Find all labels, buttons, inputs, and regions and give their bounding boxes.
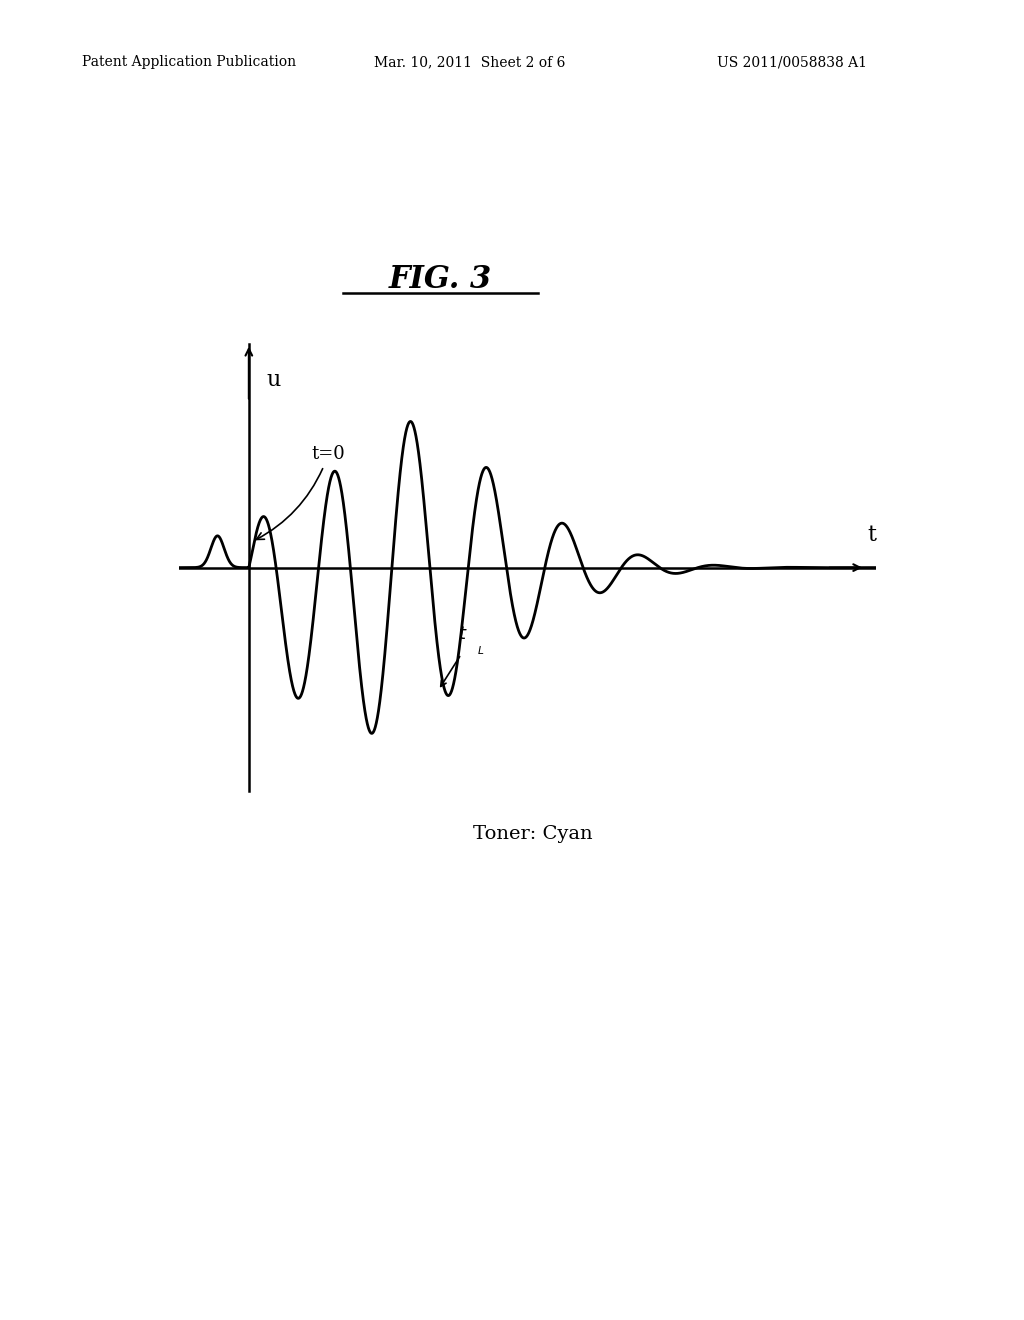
- Text: $_L$: $_L$: [476, 643, 484, 657]
- Text: t=0: t=0: [256, 445, 345, 540]
- Text: t: t: [867, 524, 877, 546]
- Text: Mar. 10, 2011  Sheet 2 of 6: Mar. 10, 2011 Sheet 2 of 6: [374, 55, 565, 70]
- Text: US 2011/0058838 A1: US 2011/0058838 A1: [717, 55, 866, 70]
- Text: FIG. 3: FIG. 3: [389, 264, 492, 294]
- Text: Toner: Cyan: Toner: Cyan: [473, 825, 592, 843]
- Text: Patent Application Publication: Patent Application Publication: [82, 55, 296, 70]
- Text: $t$: $t$: [458, 624, 467, 643]
- Text: u: u: [266, 368, 281, 391]
